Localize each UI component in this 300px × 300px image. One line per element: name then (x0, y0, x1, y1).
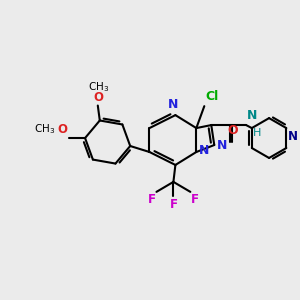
Text: H: H (253, 128, 262, 138)
Text: N: N (168, 98, 178, 111)
Text: F: F (169, 198, 177, 211)
Text: N: N (217, 139, 228, 152)
Text: N: N (288, 130, 298, 143)
Text: O: O (227, 124, 238, 137)
Text: CH$_3$: CH$_3$ (88, 80, 109, 94)
Text: F: F (191, 193, 199, 206)
Text: F: F (148, 193, 155, 206)
Text: CH$_3$: CH$_3$ (34, 122, 55, 136)
Text: O: O (94, 91, 104, 103)
Text: Cl: Cl (205, 90, 218, 103)
Text: N: N (199, 145, 210, 158)
Text: N: N (247, 109, 257, 122)
Text: O: O (57, 123, 67, 136)
